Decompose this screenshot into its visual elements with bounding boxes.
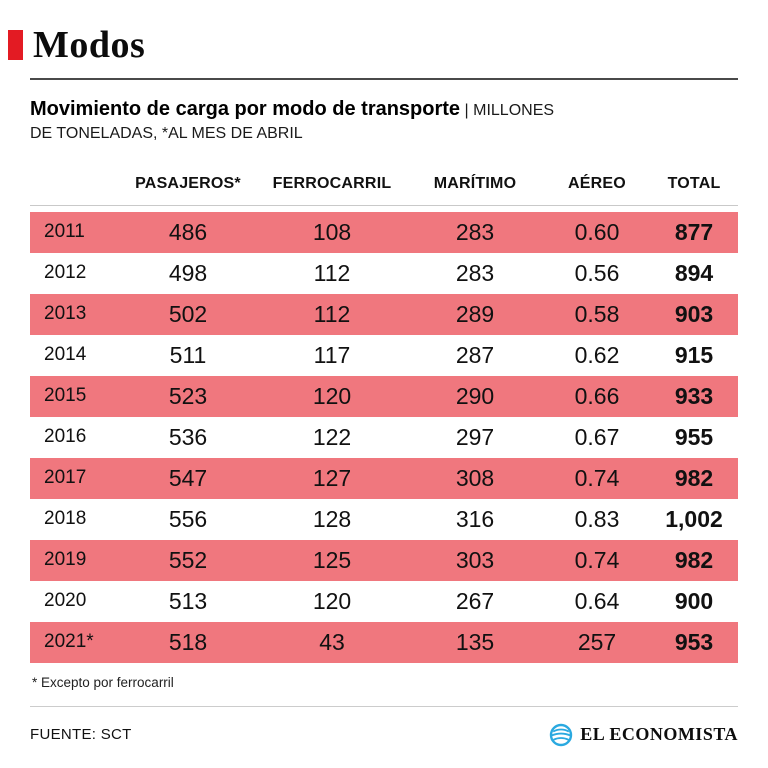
subtitle-units-line1: | MILLONES [464,102,555,119]
table-row: 2020 513 120 267 0.64 900 [30,581,738,622]
value-cell: 128 [312,505,352,532]
year-cell: 2015 [44,385,87,407]
table-row: 2014 511 117 287 0.62 915 [30,335,738,376]
value-cell: 117 [313,341,351,368]
year-cell: 2019 [44,549,87,571]
el-economista-logo-icon [550,723,573,746]
value-cell: 257 [577,628,617,655]
value-cell: 498 [168,259,208,286]
year-cell: 2016 [44,426,87,448]
value-cell: 547 [168,464,208,491]
total-cell: 933 [674,382,714,409]
column-header-pasajeros: PASAJEROS* [135,174,241,192]
value-cell: 120 [312,382,352,409]
value-cell: 125 [312,546,352,573]
value-cell: 556 [168,505,208,532]
value-cell: 316 [455,505,495,532]
table-row: 2018 556 128 316 0.83 1,002 [30,499,738,540]
table-row: 2021* 518 43 135 257 953 [30,621,738,663]
column-header-ferrocarril: FERROCARRIL [272,174,392,192]
title-divider [30,78,738,80]
page-footer: FUENTE: SCT EL ECONOMISTA [30,705,738,747]
value-cell: 0.60 [574,218,620,245]
year-cell: 2013 [44,303,87,325]
total-cell: 894 [674,259,714,286]
value-cell: 486 [168,218,208,245]
value-cell: 289 [455,300,495,327]
year-cell: 2012 [44,262,87,284]
table-row: 2013 502 112 289 0.58 903 [30,293,738,335]
table-body: 2011 486 108 283 0.60 877 2012 498 112 283 0.56 894… [30,211,738,663]
year-cell: 2011 [44,221,85,243]
source-credit: FUENTE: SCT [30,726,132,744]
value-cell: 127 [312,464,352,491]
total-cell: 877 [674,218,714,245]
table-row: 2016 536 122 297 0.67 955 [30,417,738,458]
value-cell: 308 [455,464,495,491]
total-cell: 1,002 [665,505,723,532]
year-cell: 2021* [44,631,94,653]
value-cell: 135 [455,628,495,655]
value-cell: 511 [169,341,207,368]
table-row: 2017 547 127 308 0.74 982 [30,457,738,499]
footnote: * Excepto por ferrocarril [32,674,174,690]
table-row: 2015 523 120 290 0.66 933 [30,375,738,417]
total-cell: 955 [674,423,714,450]
total-cell: 982 [674,546,714,573]
value-cell: 43 [319,628,345,655]
value-cell: 0.67 [574,423,620,450]
chart-subtitle: Movimiento de carga por modo de transpor… [30,96,738,145]
cargo-table: PASAJEROS* FERROCARRIL MARÍTIMO AÉREO TO… [30,165,738,663]
value-cell: 0.64 [574,587,620,614]
value-cell: 0.58 [574,300,620,327]
year-cell: 2017 [44,467,87,489]
total-cell: 953 [674,628,714,655]
value-cell: 297 [455,423,495,450]
value-cell: 0.62 [574,341,620,368]
value-cell: 120 [312,587,352,614]
value-cell: 303 [455,546,495,573]
value-cell: 0.56 [574,259,620,286]
subtitle-units-line2: DE TONELADAS, *AL MES DE ABRIL [30,125,303,142]
value-cell: 523 [168,382,208,409]
value-cell: 122 [312,423,352,450]
value-cell: 287 [455,341,495,368]
table-row: 2019 552 125 303 0.74 982 [30,539,738,581]
value-cell: 108 [312,218,352,245]
value-cell: 283 [455,259,495,286]
value-cell: 0.74 [574,546,620,573]
value-cell: 112 [313,300,351,327]
accent-square-icon [8,30,23,60]
value-cell: 0.66 [574,382,620,409]
value-cell: 552 [168,546,208,573]
value-cell: 0.74 [574,464,620,491]
value-cell: 0.83 [574,505,620,532]
total-cell: 903 [674,300,714,327]
value-cell: 267 [455,587,495,614]
year-cell: 2014 [44,344,87,366]
total-cell: 915 [674,341,714,368]
value-cell: 536 [168,423,208,450]
table-header-row: PASAJEROS* FERROCARRIL MARÍTIMO AÉREO TO… [30,165,738,206]
brand-lockup: EL ECONOMISTA [549,723,738,747]
value-cell: 283 [455,218,495,245]
total-cell: 982 [674,464,714,491]
table-row: 2012 498 112 283 0.56 894 [30,253,738,294]
total-cell: 900 [674,587,714,614]
value-cell: 112 [313,259,351,286]
value-cell: 502 [168,300,208,327]
page-title: Modos [33,24,146,66]
value-cell: 513 [168,587,208,614]
column-header-aereo: AÉREO [568,174,626,192]
brand-name: EL ECONOMISTA [580,724,738,745]
year-cell: 2018 [44,508,87,530]
column-header-total: TOTAL [667,174,721,192]
subtitle-bold: Movimiento de carga por modo de transpor… [30,98,461,120]
year-cell: 2020 [44,590,87,612]
value-cell: 290 [455,382,495,409]
column-header-maritimo: MARÍTIMO [433,174,517,192]
value-cell: 518 [168,628,208,655]
table-row: 2011 486 108 283 0.60 877 [30,211,738,253]
masthead: Modos [0,0,768,64]
